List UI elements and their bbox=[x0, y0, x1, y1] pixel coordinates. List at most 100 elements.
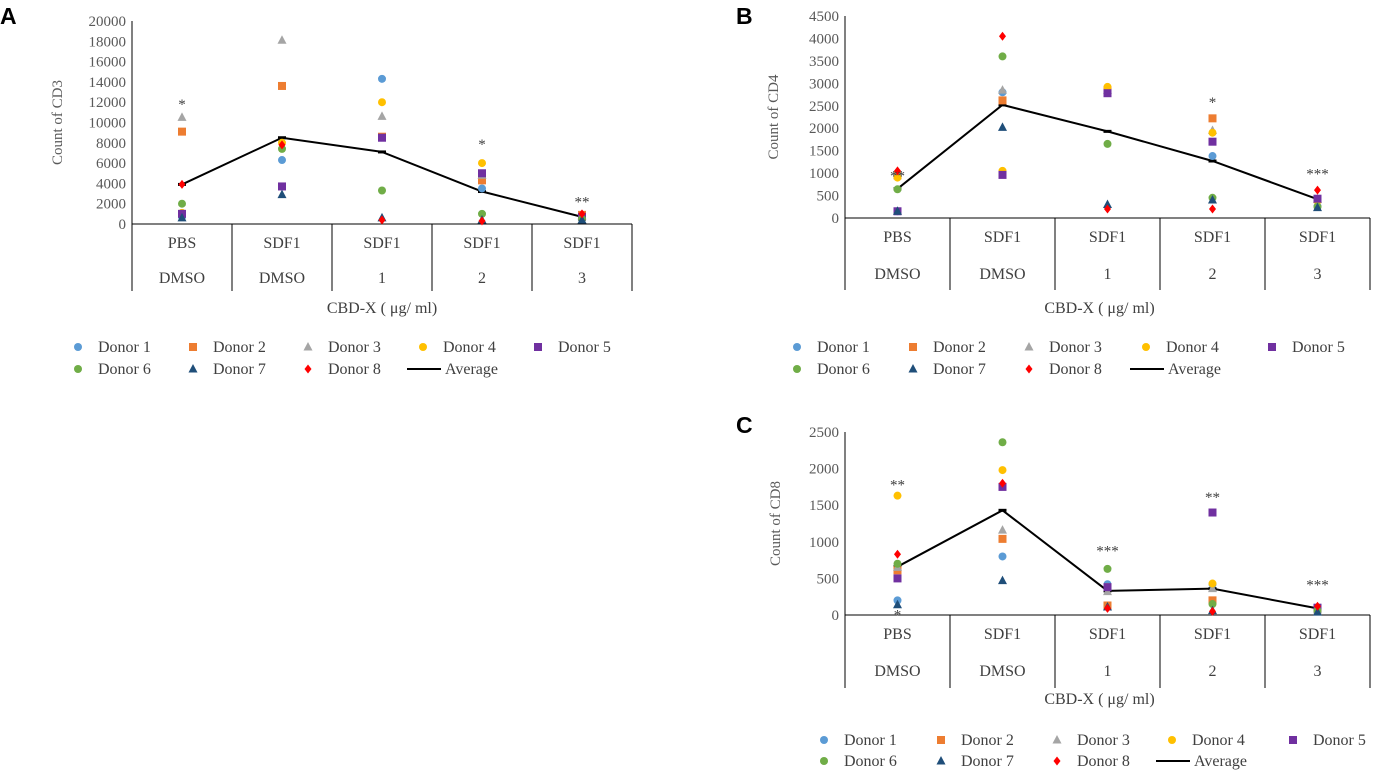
data-point-donor-6 bbox=[378, 186, 386, 195]
data-point-donor-2 bbox=[278, 81, 286, 90]
legend-label: Donor 4 bbox=[1166, 339, 1219, 356]
data-point-donor-7 bbox=[277, 189, 287, 199]
legend-label: Donor 1 bbox=[844, 732, 897, 749]
y-tick-label: 4500 bbox=[809, 9, 839, 25]
y-tick-label: 2000 bbox=[809, 121, 839, 137]
legend-label: Donor 6 bbox=[844, 753, 897, 770]
y-axis-title: Count of CD8 bbox=[768, 481, 784, 566]
category-label-bottom: DMSO bbox=[159, 270, 205, 287]
y-tick-label: 6000 bbox=[96, 156, 126, 172]
data-point-donor-2 bbox=[478, 176, 486, 185]
data-point-donor-5 bbox=[1103, 89, 1112, 98]
legend-marker-donor-7 bbox=[936, 756, 946, 765]
data-point-donor-1 bbox=[278, 156, 286, 165]
category-label-top: SDF1 bbox=[984, 626, 1021, 643]
legend-marker-donor-6 bbox=[820, 757, 828, 765]
data-point-donor-6 bbox=[478, 209, 486, 218]
data-point-donor-8 bbox=[278, 140, 286, 150]
data-point-donor-7 bbox=[998, 122, 1007, 131]
significance-marker: *** bbox=[1306, 167, 1329, 183]
y-tick-label: 2000 bbox=[809, 462, 839, 478]
legend-marker-donor-7 bbox=[908, 364, 918, 373]
legend-label: Donor 2 bbox=[961, 732, 1014, 749]
significance-marker: *** bbox=[1306, 577, 1329, 593]
legend-label: Donor 8 bbox=[1049, 361, 1102, 378]
y-tick-label: 2000 bbox=[96, 197, 126, 213]
panel-B: B 0 500 1000 1500 2000 2500 3000 3500 4000 4500 Cou… bbox=[736, 3, 1371, 378]
data-point-donor-4 bbox=[893, 173, 902, 182]
category-label-bottom: 3 bbox=[1314, 663, 1322, 680]
y-tick-label: 0 bbox=[832, 608, 840, 624]
category-label-bottom: DMSO bbox=[979, 266, 1025, 283]
data-point-donor-8 bbox=[478, 216, 486, 226]
y-tick-label: 1500 bbox=[809, 144, 839, 160]
panel-label: B bbox=[736, 3, 753, 29]
data-point-donor-5 bbox=[1313, 194, 1322, 203]
significance-marker: * bbox=[1209, 95, 1217, 111]
category-label-bottom: 2 bbox=[1209, 266, 1217, 283]
data-point-donor-8 bbox=[999, 478, 1006, 488]
y-tick-label: 4000 bbox=[809, 31, 839, 47]
data-point-donor-7 bbox=[1208, 195, 1217, 204]
y-tick-label: 1000 bbox=[809, 166, 839, 182]
legend-marker-donor-3 bbox=[303, 342, 313, 351]
category-label-top: PBS bbox=[883, 626, 911, 643]
significance-marker: * bbox=[478, 137, 486, 153]
legend-label: Donor 5 bbox=[558, 339, 611, 356]
y-tick-label: 4000 bbox=[96, 176, 126, 192]
significance-marker: ** bbox=[575, 195, 590, 211]
y-tick-label: 0 bbox=[832, 211, 840, 227]
data-point-donor-2 bbox=[998, 534, 1007, 543]
data-point-donor-3 bbox=[998, 85, 1007, 94]
category-label-top: SDF1 bbox=[1089, 229, 1126, 246]
data-point-donor-6 bbox=[1103, 564, 1112, 573]
legend-label: Donor 6 bbox=[98, 361, 151, 378]
y-tick-label: 16000 bbox=[89, 55, 127, 71]
data-point-donor-6 bbox=[998, 438, 1007, 447]
y-tick-label: 3000 bbox=[809, 76, 839, 92]
data-point-donor-6 bbox=[1208, 600, 1217, 609]
data-point-donor-7 bbox=[998, 575, 1007, 585]
y-tick-label: 12000 bbox=[89, 95, 127, 111]
data-point-donor-5 bbox=[1208, 508, 1217, 517]
y-tick-label: 1000 bbox=[809, 535, 839, 551]
data-point-donor-5 bbox=[1103, 583, 1112, 592]
y-tick-label: 10000 bbox=[89, 116, 127, 132]
category-label-top: SDF1 bbox=[1299, 626, 1336, 643]
panel-C: C 0 500 1000 1500 2000 2500 Count of CD8 PBS DMSO… bbox=[736, 412, 1371, 770]
data-point-donor-5 bbox=[893, 574, 902, 583]
category-label-top: PBS bbox=[883, 229, 911, 246]
legend-marker-donor-8 bbox=[1053, 756, 1061, 766]
legend-marker-donor-2 bbox=[909, 343, 917, 351]
legend-marker-donor-1 bbox=[74, 343, 82, 351]
data-point-donor-3 bbox=[998, 525, 1007, 534]
data-point-donor-7 bbox=[1313, 607, 1322, 616]
category-label-bottom: 3 bbox=[578, 270, 586, 287]
y-tick-label: 18000 bbox=[89, 34, 127, 50]
y-tick-label: 500 bbox=[817, 571, 840, 587]
legend-marker-donor-6 bbox=[74, 365, 82, 373]
legend-label: Average bbox=[1194, 753, 1247, 770]
legend-label: Donor 1 bbox=[98, 339, 151, 356]
data-point-donor-7 bbox=[893, 206, 902, 215]
legend-label: Donor 3 bbox=[1077, 732, 1130, 749]
significance-marker: ** bbox=[890, 168, 905, 184]
data-point-donor-8 bbox=[1104, 204, 1111, 214]
category-label-top: SDF1 bbox=[363, 235, 400, 252]
legend-marker-donor-8 bbox=[1025, 364, 1033, 374]
data-point-donor-4 bbox=[998, 466, 1007, 475]
data-point-donor-8 bbox=[1209, 204, 1216, 214]
legend-marker-donor-6 bbox=[793, 365, 801, 373]
legend-marker-donor-5 bbox=[534, 343, 542, 351]
data-point-donor-8 bbox=[894, 166, 901, 176]
legend-marker-donor-5 bbox=[1268, 343, 1276, 351]
y-tick-label: 2500 bbox=[809, 99, 839, 115]
legend-marker-donor-3 bbox=[1024, 342, 1034, 351]
data-point-donor-7 bbox=[577, 214, 587, 224]
data-point-donor-5 bbox=[378, 133, 386, 142]
legend-label: Donor 1 bbox=[817, 339, 870, 356]
y-tick-label: 2500 bbox=[809, 425, 839, 441]
data-point-donor-4 bbox=[1103, 82, 1112, 91]
data-point-donor-5 bbox=[1208, 137, 1217, 146]
legend-label: Donor 2 bbox=[213, 339, 266, 356]
